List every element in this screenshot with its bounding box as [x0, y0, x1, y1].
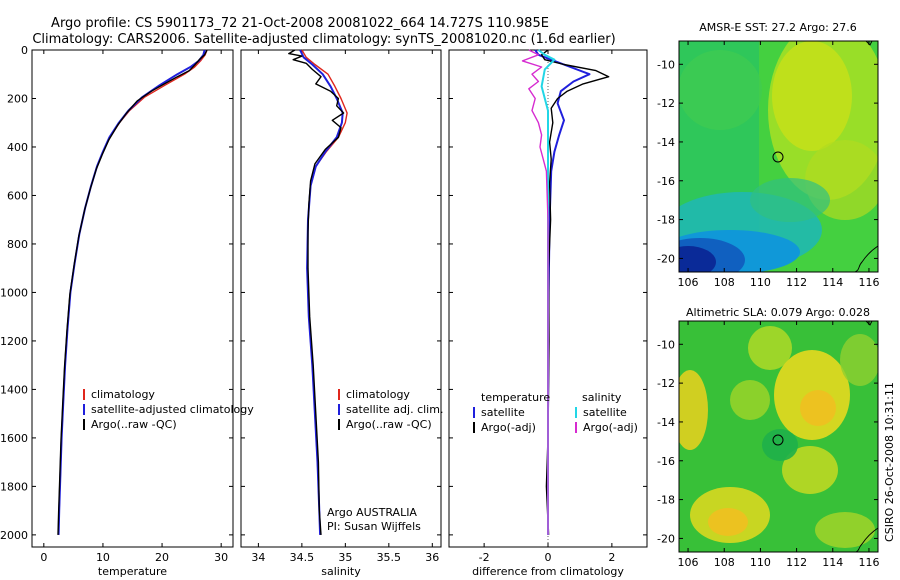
map-ytick-label: -16 [657, 175, 675, 188]
legend-entry: Argo(..raw -QC) [346, 418, 432, 431]
legend-header-temperature: temperature [481, 391, 550, 404]
legend-entry: satellite adj. clim. [346, 403, 443, 416]
temperature-profile-xtick-label: 20 [155, 551, 169, 564]
map-xtick-label: 106 [678, 276, 699, 289]
temperature-profile-series-climatology [57, 49, 208, 535]
difference-profile-xtick-label: -2 [479, 551, 490, 564]
map-xtick-label: 116 [858, 556, 879, 569]
map-ytick-label: -12 [657, 377, 675, 390]
sst-field [679, 41, 878, 272]
depth-tick-label: 1600 [0, 432, 28, 445]
difference-profile-series-salinity-satellite [537, 49, 556, 535]
sla-map-frame [678, 320, 879, 553]
temperature-profile-frame [31, 49, 234, 548]
legend-entry: satellite [583, 406, 627, 419]
depth-tick-label: 1800 [0, 480, 28, 493]
map-ytick-label: -20 [657, 252, 675, 265]
legend-entry: Argo(-adj) [481, 421, 536, 434]
sla-map-panel: Altimetric SLA: 0.079 Argo: 0.028 106 108… [657, 306, 879, 569]
map-xtick-label: 106 [678, 556, 699, 569]
salinity-profile-frame [240, 49, 442, 548]
map-ytick-label: -10 [657, 58, 675, 71]
map-xtick-label: 108 [714, 556, 735, 569]
sla-argo-marker [772, 434, 784, 446]
map-ytick-label: -12 [657, 97, 675, 110]
sst-coastline [854, 245, 879, 273]
map-ytick-label: -14 [657, 136, 675, 149]
depth-tick-label: 1200 [0, 335, 28, 348]
map-ytick-label: -18 [657, 214, 675, 227]
sla-field [679, 321, 878, 552]
sst-coastline-top [865, 40, 873, 46]
float-annotation: Argo AUSTRALIA [327, 506, 417, 519]
temperature-profile-xtick-label: 10 [96, 551, 110, 564]
map-xtick-label: 114 [822, 276, 843, 289]
title-line-1: Argo profile: CS 5901173_72 21-Oct-2008 … [51, 16, 549, 31]
salinity-profile-xlabel: salinity [321, 565, 361, 578]
temperature-profile-xtick-label: 0 [40, 551, 47, 564]
legend-entry: Argo(-adj) [583, 421, 638, 434]
legend-entry: Argo(..raw -QC) [91, 418, 177, 431]
temperature-profile-xtick-label: 30 [214, 551, 228, 564]
difference-profile-xtick-label: 0 [545, 551, 552, 564]
salinity-panel: 34 34.5 35 35.5 36 salinity climatology satelli… [240, 49, 443, 578]
map-xtick-label: 112 [786, 556, 807, 569]
sst-map-axes: 106 108 110 112 114 116 -10 -12 -14 -16 -18 -20 [657, 41, 879, 289]
map-xtick-label: 108 [714, 276, 735, 289]
salinity-profile-xtick-label: 36 [425, 551, 439, 564]
map-ytick-label: -20 [657, 532, 675, 545]
title-line-2: Climatology: CARS2006. Satellite-adjuste… [32, 32, 615, 47]
map-xtick-label: 110 [750, 556, 771, 569]
depth-tick-label: 200 [7, 92, 28, 105]
sst-map-frame [678, 40, 879, 273]
map-ytick-label: -16 [657, 455, 675, 468]
depth-tick-label: 0 [21, 44, 28, 57]
sla-coastline-top [865, 320, 873, 326]
temperature-profile-series-argo [57, 49, 208, 535]
legend-entry: climatology [91, 388, 155, 401]
salinity-profile-xtick-label: 35.5 [377, 551, 402, 564]
temperature-profile-xlabel: temperature [98, 565, 167, 578]
depth-tick-label: 2000 [0, 529, 28, 542]
salinity-profile-xtick-label: 34 [251, 551, 265, 564]
salinity-profile-xtick-label: 35 [338, 551, 352, 564]
depth-tick-label: 1400 [0, 383, 28, 396]
legend-header-salinity: salinity [582, 391, 622, 404]
map-xtick-label: 110 [750, 276, 771, 289]
difference-profile-series-temperature-argo [540, 49, 610, 535]
depth-tick-label: 1000 [0, 286, 28, 299]
sst-map-panel: AMSR-E SST: 27.2 Argo: 27.6 106 108 110 112… [657, 21, 879, 289]
salinity-profile-series-argo [288, 49, 345, 535]
depth-tick-label: 400 [7, 141, 28, 154]
map-ytick-label: -10 [657, 338, 675, 351]
difference-profile-xlabel: difference from climatology [472, 565, 624, 578]
map-xtick-label: 112 [786, 276, 807, 289]
map-xtick-label: 116 [858, 276, 879, 289]
legend-entry: satellite [481, 406, 525, 419]
side-stamp: CSIRO 26-Oct-2008 10:31:11 [883, 382, 896, 542]
depth-tick-label: 800 [7, 238, 28, 251]
temperature-panel: 0 10 20 30 temperature 0 200 400 600 800 1000 1200 1… [0, 44, 254, 578]
legend-entry: climatology [346, 388, 410, 401]
map-ytick-label: -18 [657, 494, 675, 507]
depth-tick-label: 600 [7, 189, 28, 202]
float-annotation: PI: Susan Wijffels [327, 520, 421, 533]
salinity-profile-xtick-label: 34.5 [290, 551, 315, 564]
temperature-profile-series-satellite [57, 49, 206, 535]
difference-profile-series-temperature-satellite [534, 49, 591, 535]
map-xtick-label: 114 [822, 556, 843, 569]
sst-map-title: AMSR-E SST: 27.2 Argo: 27.6 [699, 21, 857, 34]
sla-map-axes: 106 108 110 112 114 116 -10 -12 -14 -16 -18 -20 [657, 321, 879, 569]
sst-argo-marker [772, 151, 784, 163]
sla-map-title: Altimetric SLA: 0.079 Argo: 0.028 [686, 306, 870, 319]
sla-coastline [855, 527, 879, 553]
legend-entry: satellite-adjusted climatology [91, 403, 254, 416]
map-ytick-label: -14 [657, 416, 675, 429]
salinity-profile-series-satellite [299, 49, 344, 535]
difference-profile-xtick-label: 2 [608, 551, 615, 564]
difference-profile-series-salinity-argo [521, 49, 549, 535]
